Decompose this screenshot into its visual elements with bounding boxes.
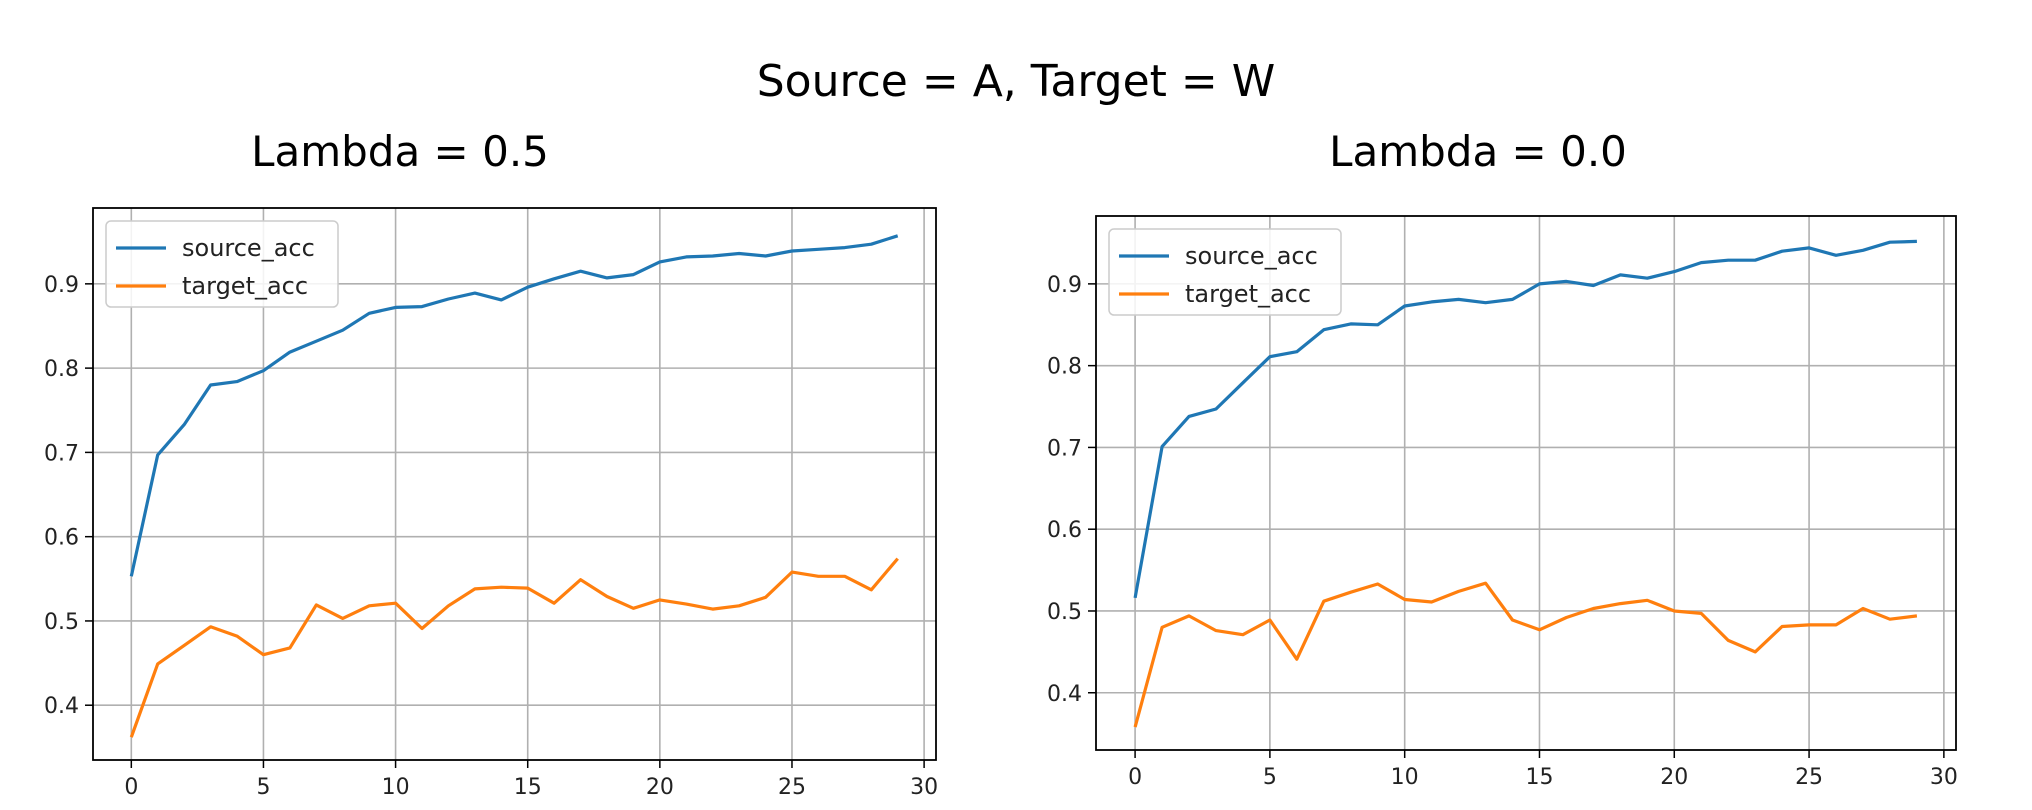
- x-tick-label: 30: [910, 775, 938, 800]
- legend: source_acc target_acc: [1108, 228, 1342, 316]
- legend-label: target_acc: [1185, 280, 1311, 308]
- x-tick-label: 20: [1660, 765, 1688, 790]
- x-tick-label: 15: [514, 775, 542, 800]
- chart-title: Lambda = 0.5: [251, 127, 549, 176]
- series-line-source-acc: [1133, 239, 1917, 599]
- x-tick-label: 5: [256, 775, 270, 800]
- chart-panel-lambda-0-0: Lambda = 0.0 0 5 10 15 20 25 30 0.4 0.5 0.6 0.7 0.8…: [1047, 127, 1958, 790]
- legend-label: target_acc: [182, 272, 308, 300]
- y-tick-label: 0.9: [1047, 273, 1082, 298]
- legend: source_acc target_acc: [105, 220, 339, 308]
- axes-frame: [92, 207, 937, 761]
- y-tick-label: 0.8: [1047, 355, 1082, 380]
- series-line-target-acc: [1133, 581, 1918, 728]
- x-tick-label: 20: [646, 775, 674, 800]
- x-tick-label: 30: [1930, 765, 1958, 790]
- y-tick-label: 0.4: [1047, 682, 1082, 707]
- y-tick-label: 0.6: [44, 526, 79, 551]
- x-tick-label: 0: [1128, 765, 1142, 790]
- chart-panel-lambda-0-5: Lambda = 0.5 0 5 10 15 20 25 30 0.4 0.5 0.6 0.7 0.8…: [44, 127, 938, 800]
- legend-label: source_acc: [182, 234, 315, 262]
- gridlines: [93, 208, 936, 760]
- y-tick-label: 0.7: [1047, 436, 1082, 461]
- x-tick-label: 10: [1391, 765, 1419, 790]
- figure-title: Source = A, Target = W: [757, 56, 1276, 107]
- plot-area: 0 5 10 15 20 25 30 0.4 0.5 0.6 0.7 0.8 0.9 source_acc…: [44, 207, 938, 800]
- plot-area: 0 5 10 15 20 25 30 0.4 0.5 0.6 0.7 0.8 0.9 source_acc…: [1047, 215, 1958, 790]
- y-tick-label: 0.9: [44, 273, 79, 298]
- y-tick-label: 0.6: [1047, 518, 1082, 543]
- y-tick-label: 0.4: [44, 694, 79, 719]
- x-tick-label: 0: [124, 775, 138, 800]
- x-tick-label: 10: [382, 775, 410, 800]
- x-tick-label: 25: [1795, 765, 1823, 790]
- y-tick-label: 0.5: [1047, 600, 1082, 625]
- y-tick-label: 0.5: [44, 610, 79, 635]
- y-tick-label: 0.8: [44, 357, 79, 382]
- chart-title: Lambda = 0.0: [1329, 127, 1627, 176]
- legend-label: source_acc: [1185, 242, 1318, 270]
- axes-frame: [1095, 215, 1957, 751]
- x-tick-label: 25: [778, 775, 806, 800]
- x-tick-label: 5: [1263, 765, 1277, 790]
- series-line-target-acc: [129, 557, 899, 738]
- x-tick-label: 15: [1525, 765, 1553, 790]
- y-tick-label: 0.7: [44, 441, 79, 466]
- series-line-source-acc: [129, 234, 899, 577]
